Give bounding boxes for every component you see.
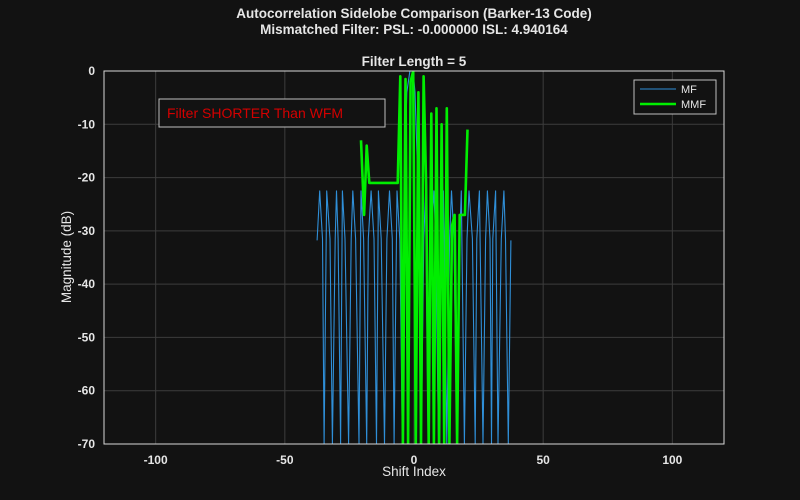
legend-box <box>633 79 717 115</box>
axes-box <box>103 70 725 445</box>
figure-title-line2: Mismatched Filter: PSL: -0.000000 ISL: 4… <box>260 22 568 37</box>
y-tick-label: -40 <box>78 277 96 291</box>
annotation-box: Filter SHORTER Than WFM <box>158 98 386 128</box>
legend: MF MMF <box>633 79 717 115</box>
y-tick-label: -50 <box>78 330 96 344</box>
y-tick-label: -10 <box>78 117 96 131</box>
legend-mmf-label: MMF <box>681 99 706 111</box>
series-group <box>316 71 512 444</box>
x-tick-label: 100 <box>662 453 682 467</box>
x-axis-label: Shift Index <box>382 464 446 479</box>
y-tick-label: 0 <box>88 64 95 78</box>
annotation-text: Filter SHORTER Than WFM <box>167 105 343 121</box>
legend-mf-label: MF <box>681 84 697 96</box>
figure-title-line1: Autocorrelation Sidelobe Comparison (Bar… <box>236 6 592 21</box>
y-axis-label: Magnitude (dB) <box>59 211 74 303</box>
x-tick-label: -50 <box>276 453 294 467</box>
series-mmf-line <box>359 71 469 444</box>
x-tick-label: 0 <box>411 453 418 467</box>
y-tick-label: -60 <box>78 384 96 398</box>
axes-title: Filter Length = 5 <box>362 54 467 69</box>
x-tick-label: -100 <box>144 453 168 467</box>
ticks: -100 -50 0 50 100 0 -10 -20 -30 -40 -50 -60 -70 <box>78 64 683 467</box>
y-tick-label: -20 <box>78 171 96 185</box>
y-tick-label: -30 <box>78 224 96 238</box>
y-tick-label: -70 <box>78 437 96 451</box>
x-tick-label: 50 <box>536 453 550 467</box>
